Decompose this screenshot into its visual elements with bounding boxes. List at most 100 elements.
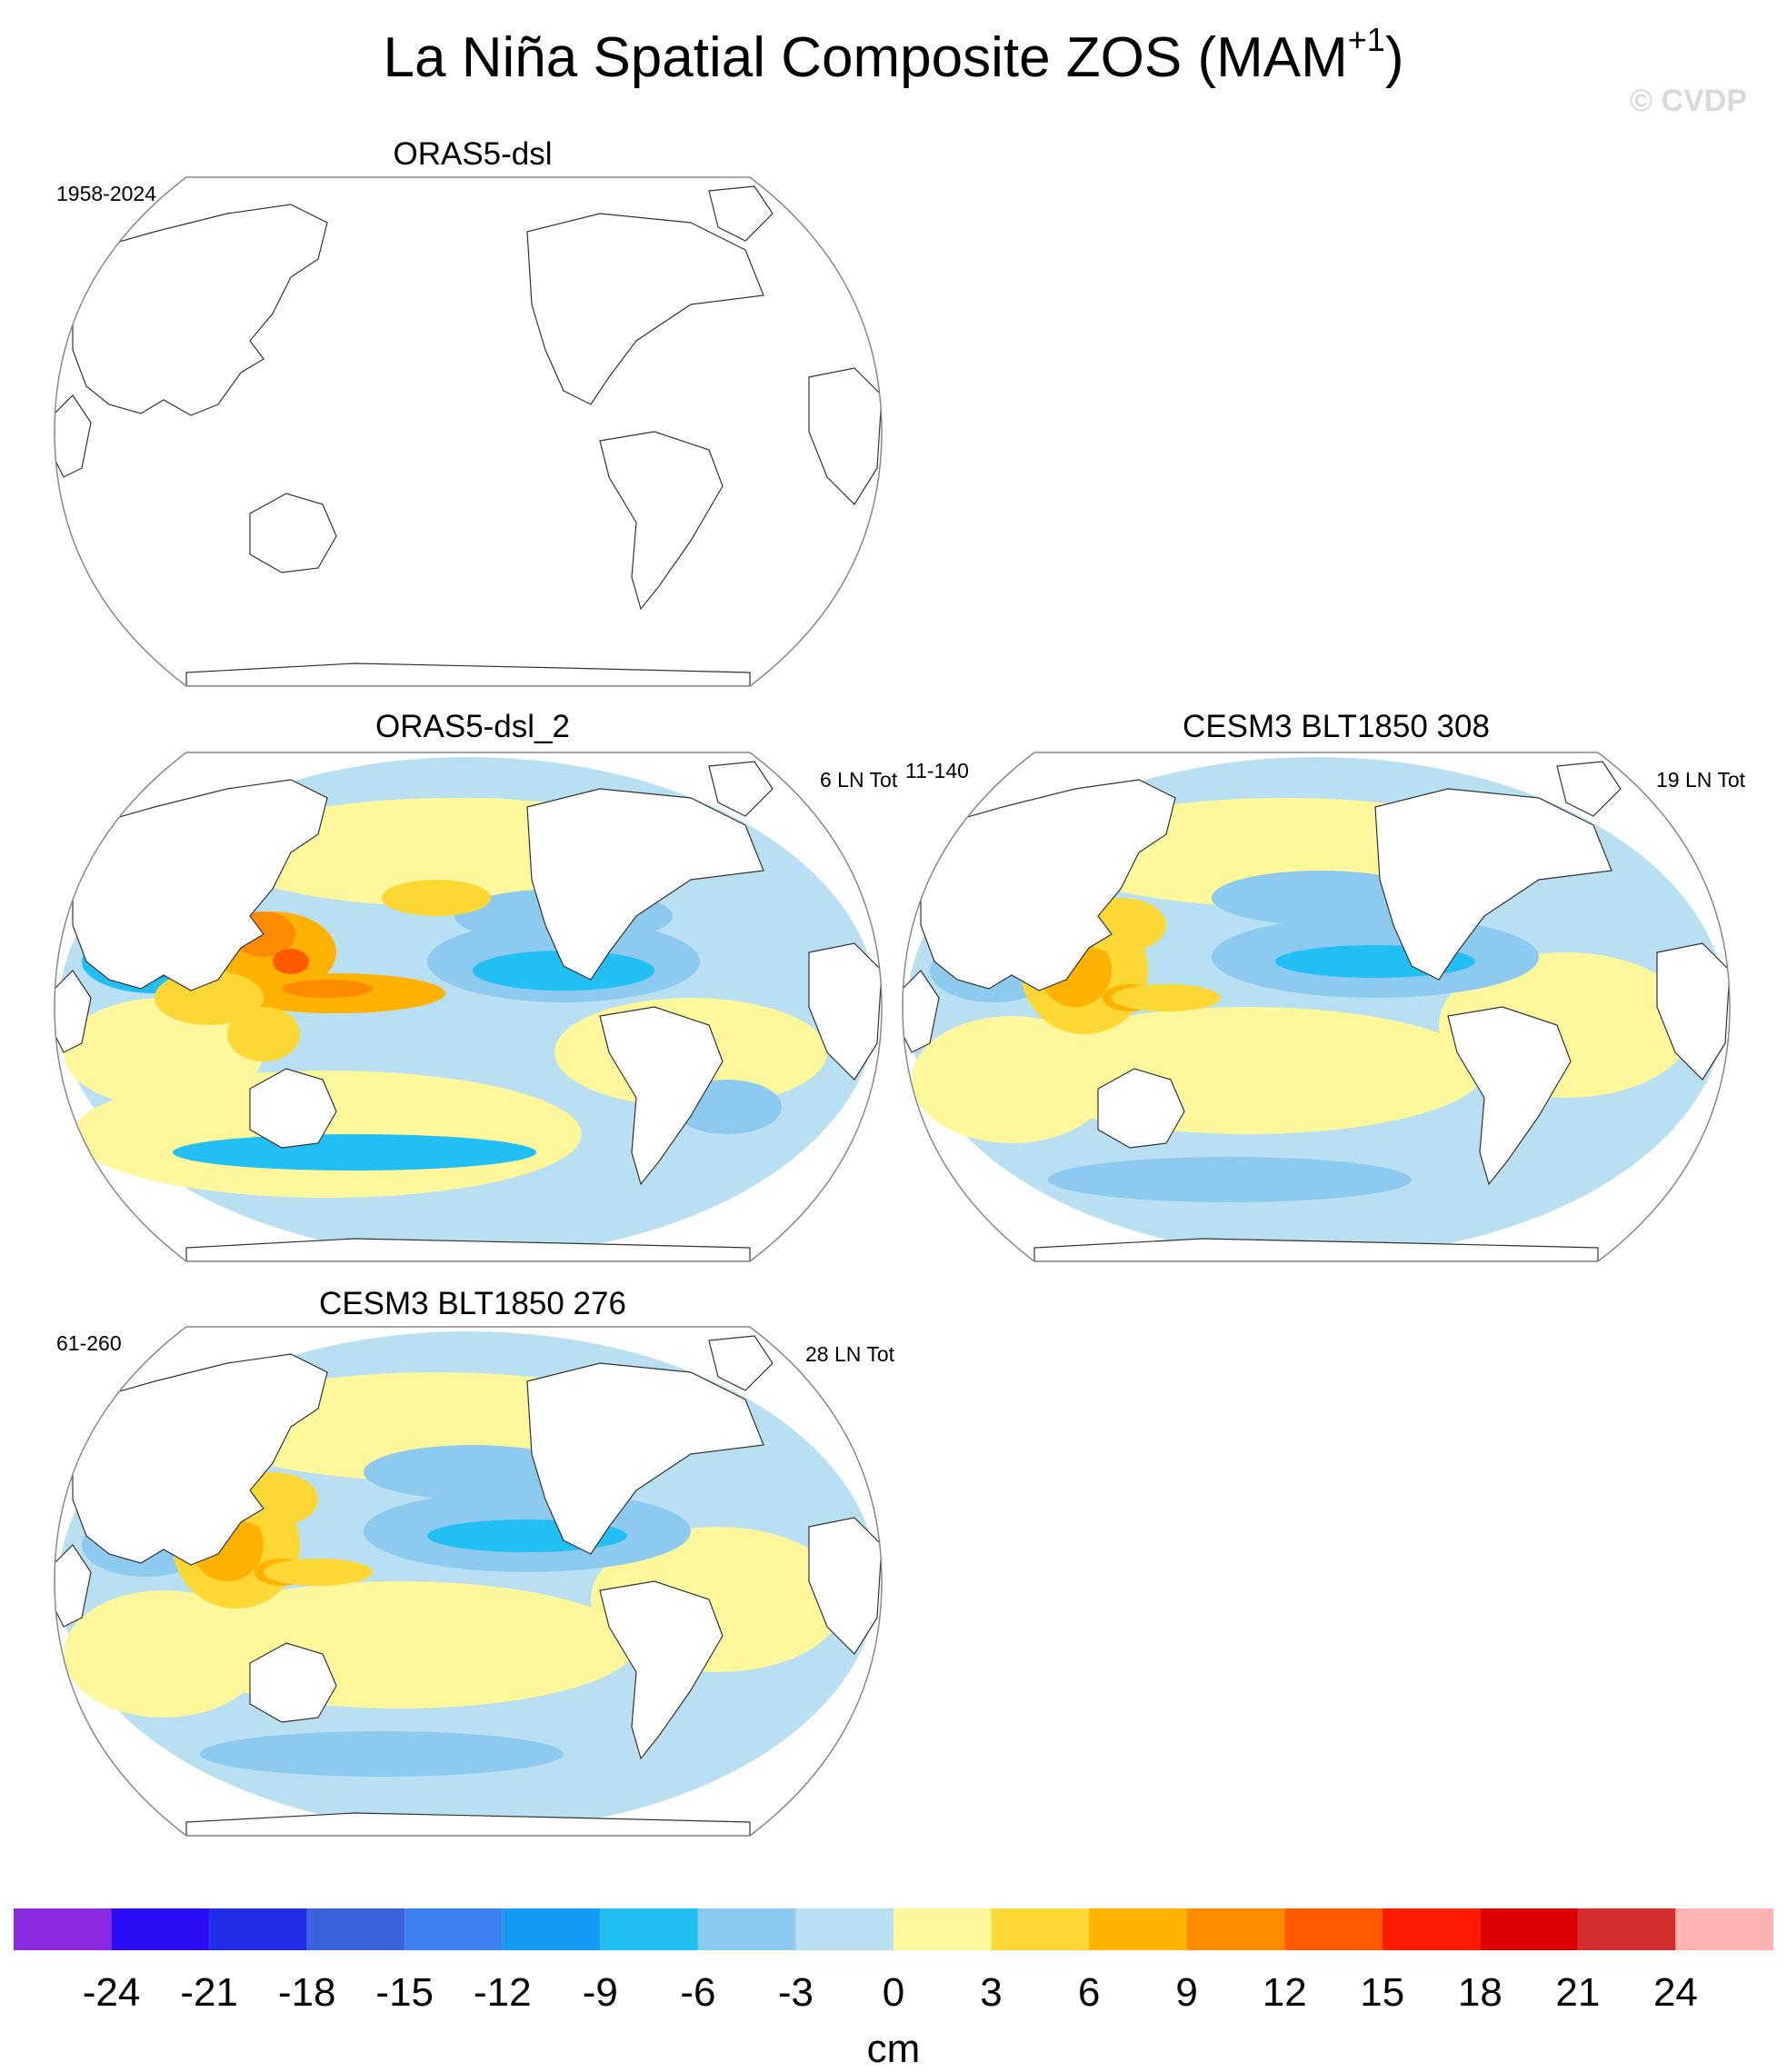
colorbar-tick-label: -21 (180, 1970, 238, 2015)
coastline (185, 662, 751, 686)
coastline (526, 788, 764, 981)
coastline (249, 493, 337, 573)
map-border (902, 752, 1731, 1262)
colorbar-swatch (14, 1908, 112, 1950)
coastline (808, 367, 882, 505)
anomaly-patch (364, 1445, 582, 1499)
coastline (249, 1068, 337, 1149)
panel-2-title: ORAS5-dsl_2 (375, 709, 570, 744)
colorbar-tick-label: -24 (82, 1970, 141, 2015)
anomaly-patch (200, 1731, 564, 1777)
colorbar-tick-label: 18 (1457, 1970, 1502, 2015)
colorbar-swatch (697, 1908, 796, 1950)
coastline (1097, 1068, 1185, 1149)
anomaly-patch (264, 1559, 373, 1586)
panel-3-right-label: 19 LN Tot (1656, 768, 1746, 792)
coastline (72, 779, 328, 991)
colorbar-swatch (1577, 1908, 1676, 1950)
colorbar-swatch (991, 1908, 1090, 1950)
map-4-field (55, 1327, 882, 1836)
figure-title: La Niña Spatial Composite ZOS (MAM+1) (0, 21, 1787, 90)
map-3-field (903, 752, 1730, 1261)
colorbar-tick-label: -3 (777, 1970, 814, 2015)
panel-2-right-label: 6 LN Tot (820, 768, 898, 792)
coastline (903, 970, 940, 1053)
copyright-watermark: © CVDP (1630, 84, 1747, 118)
figure-title-close: ) (1384, 26, 1404, 89)
anomaly-patch (273, 949, 309, 974)
coastline (1656, 942, 1730, 1081)
colorbar-swatch (1284, 1908, 1383, 1950)
anomaly-patch (473, 951, 654, 991)
colorbar-swatch (306, 1908, 405, 1950)
colorbar-swatch (795, 1908, 894, 1950)
panel-3-left-label: 11-140 (905, 759, 969, 782)
colorbar-swatch (1675, 1908, 1773, 1950)
panel-4-map (54, 1326, 883, 1837)
coastline (1447, 1006, 1572, 1186)
colorbar-swatch (502, 1908, 601, 1950)
colorbar-tick-label: -9 (582, 1970, 618, 2015)
coastline (55, 970, 92, 1053)
coastline (55, 394, 92, 478)
anomaly-patch (173, 1134, 536, 1170)
coastline (55, 1544, 92, 1628)
colorbar-swatch (1382, 1908, 1481, 1950)
anomaly-patch (1048, 1157, 1412, 1202)
coastline (185, 1812, 751, 1836)
anomaly-patch (64, 998, 264, 1107)
coastline (249, 1642, 337, 1723)
colorbar-tick-label: 6 (1077, 1970, 1101, 2015)
colorbar-tick-label: 15 (1360, 1970, 1405, 2015)
panel-3-title: CESM3 BLT1850 308 (1183, 709, 1490, 744)
colorbar-tick-label: -15 (375, 1970, 434, 2015)
coastline (808, 1517, 882, 1655)
coastline (1556, 761, 1622, 817)
panel-1-map (54, 176, 883, 687)
colorbar-tick-label: 3 (980, 1970, 1003, 2015)
coastline (708, 185, 774, 242)
colorbar-swatch (404, 1908, 503, 1950)
figure-title-text: La Niña Spatial Composite ZOS (MAM (383, 26, 1348, 89)
colorbar-tick-label: 24 (1652, 1970, 1698, 2015)
coastline (72, 204, 328, 416)
colorbar-tick-label: -12 (473, 1970, 532, 2015)
colorbar-tick-label: 0 (882, 1970, 905, 2015)
coastline (526, 1362, 764, 1555)
colorbar-swatch (1480, 1908, 1578, 1950)
map-2-field (55, 752, 882, 1261)
anomaly-patch (912, 1016, 1112, 1143)
panel-4-title: CESM3 BLT1850 276 (319, 1286, 626, 1321)
coastline (1374, 788, 1612, 981)
map-border (54, 176, 883, 687)
anomaly-patch (282, 980, 373, 998)
anomaly-patch (1212, 871, 1430, 925)
colorbar (14, 1908, 1773, 1950)
coastline (526, 213, 764, 405)
panel-4-left-label: 61-260 (56, 1331, 122, 1355)
colorbar-tick-label: 12 (1262, 1970, 1307, 2015)
panel-3-map (902, 752, 1731, 1262)
panel-1-left-label: 1958-2024 (56, 182, 156, 205)
colorbar-tick-label: -6 (680, 1970, 716, 2015)
panel-1-title: ORAS5-dsl (393, 136, 553, 172)
map-border (54, 752, 883, 1262)
panel-4-right-label: 28 LN Tot (805, 1342, 895, 1366)
colorbar-tick-label: -18 (277, 1970, 336, 2015)
colorbar-swatch (209, 1908, 307, 1950)
coastline (708, 761, 774, 817)
colorbar-swatch (1186, 1908, 1285, 1950)
colorbar-swatch (111, 1908, 210, 1950)
coastline (920, 779, 1176, 991)
coastline (185, 1238, 751, 1261)
colorbar-units: cm (866, 2027, 921, 2071)
coastline (808, 942, 882, 1081)
anomaly-patch (227, 1007, 300, 1061)
map-border (54, 1326, 883, 1837)
coastline (72, 1353, 328, 1566)
map-1-field (55, 177, 882, 686)
anomaly-patch (409, 798, 554, 834)
colorbar-swatch (894, 1908, 992, 1950)
colorbar-tick-label: 9 (1175, 1970, 1198, 2015)
coastline (1033, 1238, 1599, 1261)
